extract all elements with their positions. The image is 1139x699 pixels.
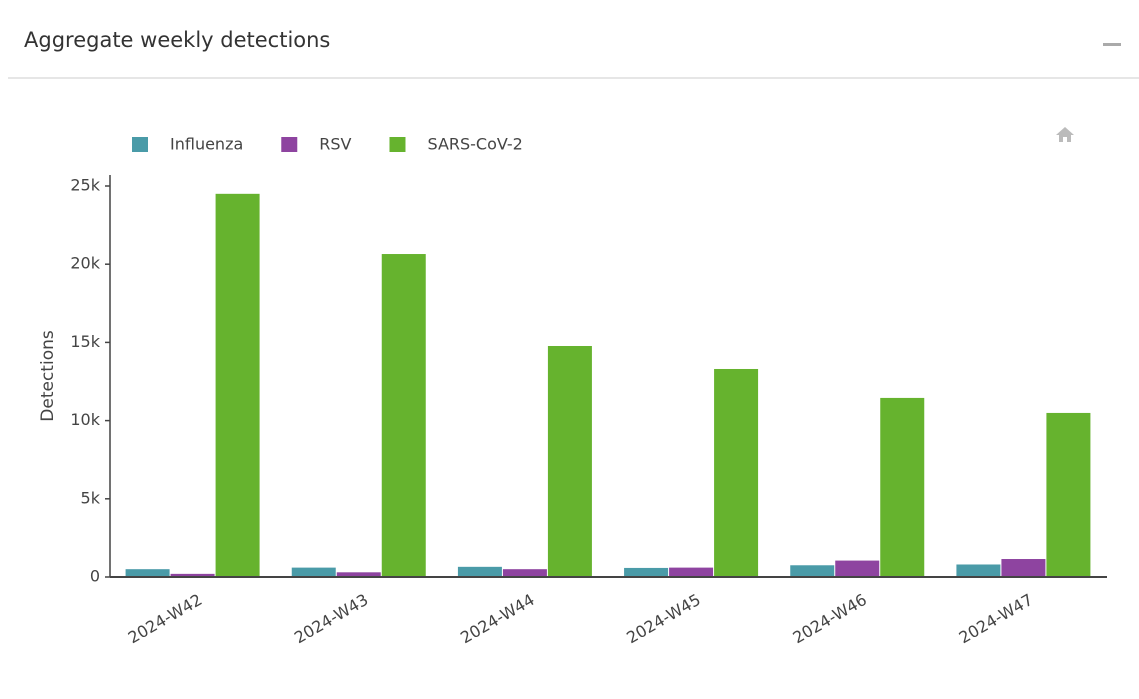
bar: [291, 567, 336, 577]
bar: [1001, 559, 1046, 577]
y-tick-label: 5k: [81, 488, 101, 507]
x-tick-label: 2024-W42: [125, 590, 206, 647]
x-tick-label: 2024-W46: [789, 590, 870, 647]
legend-label: SARS-CoV-2: [427, 135, 522, 154]
bar: [956, 564, 1001, 577]
y-tick-label: 0: [90, 567, 100, 586]
bar: [790, 565, 835, 577]
bar: [624, 567, 669, 577]
bar: [170, 573, 215, 577]
bar: [381, 254, 426, 577]
y-tick-label: 15k: [70, 332, 100, 351]
x-tick-label: 2024-W44: [457, 590, 538, 647]
legend-label: Influenza: [170, 135, 243, 154]
bar: [880, 397, 925, 577]
bar: [835, 560, 880, 577]
x-tick-label: 2024-W45: [623, 590, 704, 647]
y-tick-label: 20k: [70, 254, 100, 273]
collapse-button[interactable]: [1103, 43, 1121, 46]
y-tick-label: 10k: [70, 410, 100, 429]
y-axis-label: Detections: [38, 330, 58, 422]
legend-swatch: [281, 137, 298, 152]
bar: [714, 368, 759, 577]
bar: [669, 567, 714, 577]
y-tick-label: 25k: [70, 176, 100, 195]
legend-swatch: [132, 137, 148, 152]
bar: [215, 193, 260, 577]
x-tick-label: 2024-W43: [291, 590, 372, 647]
legend-swatch: [389, 137, 406, 152]
panel-title: Aggregate weekly detections: [24, 28, 330, 52]
home-icon[interactable]: [1056, 127, 1074, 142]
bar: [1046, 412, 1091, 577]
bar: [336, 572, 381, 577]
bar: [125, 569, 170, 577]
legend-label: RSV: [319, 135, 351, 154]
x-tick-label: 2024-W47: [956, 590, 1037, 647]
bar: [547, 345, 592, 577]
bar: [457, 566, 502, 577]
bar: [502, 569, 547, 577]
